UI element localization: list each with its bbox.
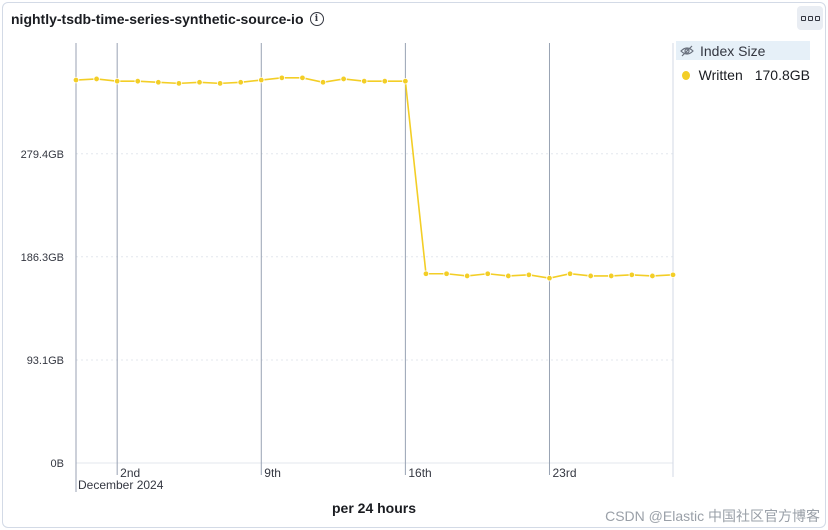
data-point (134, 77, 141, 85)
data-point (361, 77, 368, 85)
data-point (546, 274, 553, 282)
data-point (319, 79, 327, 86)
legend-color-dot (682, 70, 690, 80)
data-point (402, 77, 409, 85)
x-tick-label: 16th (408, 466, 431, 480)
data-point (422, 270, 430, 277)
data-point (216, 80, 224, 87)
data-point (649, 272, 656, 280)
data-point (587, 272, 594, 280)
x-tick-sublabel: December 2024 (78, 478, 164, 492)
data-point (340, 75, 347, 83)
legend: Index Size Written 170.8GB (676, 41, 810, 84)
x-tick-label: 23rd (552, 466, 576, 480)
data-point (237, 79, 244, 86)
panel-header: nightly-tsdb-time-series-synthetic-sourc… (11, 9, 324, 29)
data-point (155, 79, 162, 86)
y-tick-label: 279.4GB (21, 149, 64, 161)
legend-item-label: Written (698, 67, 743, 83)
x-axis-title: per 24 hours (331, 500, 417, 516)
data-point (505, 272, 512, 280)
data-point (72, 76, 80, 84)
data-point (299, 74, 306, 82)
y-tick-label: 0B (51, 458, 64, 470)
data-point (669, 271, 677, 279)
data-point (566, 270, 574, 277)
info-icon[interactable]: i (309, 12, 324, 26)
watermark: CSDN @Elastic 中国社区官方博客 (605, 508, 820, 524)
panel-options-button[interactable] (797, 6, 823, 30)
data-point (484, 270, 491, 277)
legend-item-written[interactable]: Written 170.8GB (676, 66, 810, 84)
x-tick-label: 2nd (120, 466, 140, 480)
legend-header-label: Index Size (700, 42, 766, 59)
data-point (381, 77, 388, 85)
panel-options-icon-dot (807, 15, 813, 21)
panel-options-icon-dot-2 (814, 15, 820, 21)
y-tick-label: 186.3GB (21, 252, 64, 264)
data-point (608, 272, 615, 280)
y-tick-label: 93.1GB (27, 355, 64, 367)
x-tick-label: 9th (264, 466, 281, 480)
eye-closed-icon (680, 45, 694, 56)
data-point (175, 80, 183, 87)
data-point (93, 75, 100, 83)
panel-title: nightly-tsdb-time-series-synthetic-sourc… (11, 11, 304, 27)
panel-options-icon (800, 15, 806, 21)
data-point (278, 74, 286, 82)
data-point (196, 79, 203, 86)
data-point (463, 272, 471, 280)
series-line-written (75, 77, 674, 279)
data-point (113, 77, 121, 85)
legend-item-value: 170.8GB (754, 67, 810, 83)
data-point (258, 76, 265, 84)
data-point (525, 271, 533, 279)
legend-header[interactable]: Index Size (676, 41, 810, 60)
data-point (443, 270, 450, 277)
data-point (628, 271, 636, 279)
